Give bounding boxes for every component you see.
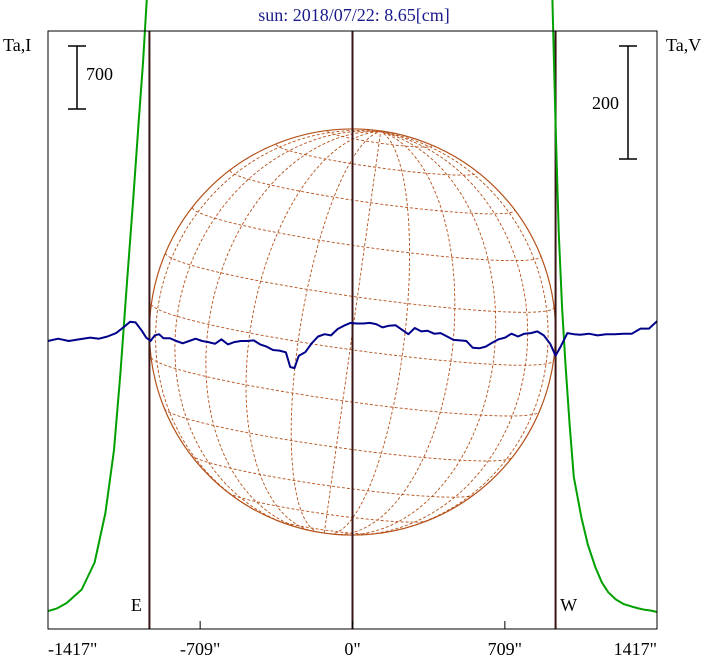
parallel-line: [327, 130, 433, 148]
meridian-line: [329, 131, 411, 535]
left-axis-label: Ta,I: [3, 35, 31, 55]
series-i-line: [47, 0, 658, 613]
meridian-line: [155, 129, 381, 512]
meridian-line: [174, 130, 381, 526]
right-axis-label: Ta,V: [666, 35, 701, 55]
x-tick-label: -1417": [48, 639, 97, 659]
parallel-line: [191, 207, 542, 262]
meridian-line: [290, 131, 381, 533]
meridian-line: [245, 131, 381, 532]
x-tick-label: 709": [488, 639, 522, 659]
parallel-line: [275, 144, 478, 176]
meridian-line: [205, 131, 381, 530]
meridian-line: [360, 131, 529, 536]
parallel-line: [164, 408, 513, 462]
x-tick-label: 1417": [614, 639, 657, 659]
x-tick-label: -709": [180, 639, 220, 659]
x-tick-label: 0": [344, 639, 360, 659]
parallel-line: [165, 252, 555, 313]
parallel-line: [276, 519, 374, 535]
meridian-line: [346, 131, 497, 536]
parallel-line: [150, 357, 540, 417]
scale-bar-label: 200: [592, 93, 619, 113]
scale-bar-label: 700: [86, 64, 113, 84]
parallel-line: [229, 170, 516, 215]
meridian-line: [380, 131, 549, 531]
series-v-line: [47, 320, 658, 370]
scale-bars: 700 200: [68, 45, 637, 160]
marker-label-e: E: [131, 595, 142, 615]
chart-title: sun: 2018/07/22: 8.65[cm]: [258, 5, 450, 25]
x-axis-ticks: -1417" -709" 0" 709" 1417": [47, 621, 658, 659]
parallel-line: [228, 492, 428, 523]
marker-label-w: W: [560, 595, 577, 615]
disk-limb-markers: [148, 31, 557, 629]
meridian-line: [334, 131, 456, 535]
parallel-line: [150, 303, 555, 366]
